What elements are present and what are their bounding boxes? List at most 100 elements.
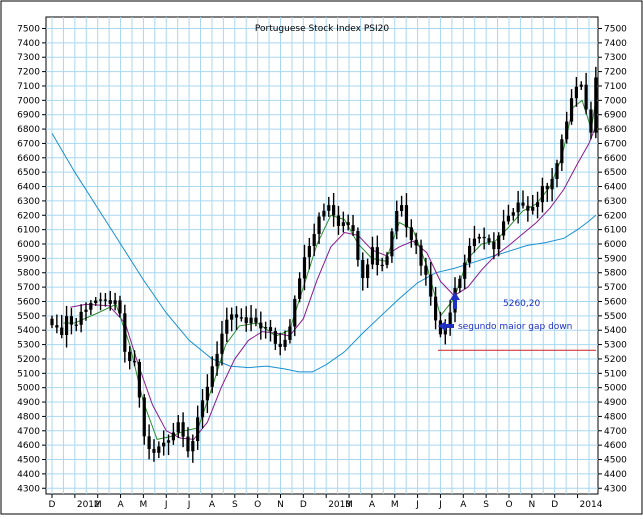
y-tick-label: 5100 — [604, 369, 627, 379]
y-tick-label: 6700 — [604, 139, 627, 149]
y-tick-label: 6500 — [604, 168, 627, 178]
price-candle-body — [249, 317, 253, 324]
y-tick-label: 6800 — [604, 125, 627, 135]
up-arrow-icon — [450, 292, 460, 309]
price-candle-body — [50, 318, 54, 326]
price-candle-body — [531, 206, 535, 211]
y-tick-label: 6900 — [604, 111, 627, 121]
y-tick-label: 7200 — [604, 68, 627, 78]
y-tick-label: 6300 — [17, 197, 40, 207]
x-tick-label: J — [415, 500, 419, 510]
x-tick-label: 2013 — [328, 500, 351, 510]
price-candle-body — [332, 205, 336, 216]
price-candle-body — [506, 215, 511, 222]
price-candle-body — [492, 241, 496, 250]
price-candle-body — [103, 299, 108, 301]
y-tick-label: 7000 — [17, 96, 40, 106]
price-candle-body — [443, 327, 447, 335]
price-candle-body — [569, 98, 574, 122]
y-tick-label: 7100 — [17, 82, 40, 92]
price-candle-body — [176, 422, 180, 433]
x-tick-label: M — [94, 500, 102, 510]
y-tick-label: 6600 — [604, 154, 627, 164]
price-candle-body — [560, 139, 564, 164]
price-candle-body — [137, 362, 142, 398]
price-candle-body — [74, 324, 78, 326]
y-tick-label: 4600 — [604, 441, 627, 451]
price-candle-body — [419, 245, 423, 266]
price-candle-body — [395, 210, 399, 232]
price-candle-body — [244, 317, 248, 324]
y-tick-label: 5800 — [604, 269, 627, 279]
price-candle-body — [409, 227, 413, 240]
price-candle-body — [404, 205, 409, 228]
x-tick-label: S — [232, 500, 238, 510]
y-tick-label: 6700 — [17, 139, 40, 149]
x-tick-label: A — [460, 500, 467, 510]
y-tick-label: 5000 — [17, 384, 40, 394]
y-tick-label: 6100 — [604, 226, 627, 236]
y-tick-label: 7300 — [604, 53, 627, 63]
y-tick-label: 5700 — [17, 283, 40, 293]
price-candle-body — [302, 257, 307, 279]
x-tick-label: M — [391, 500, 399, 510]
y-tick-label: 6400 — [17, 183, 40, 193]
y-tick-label: 5300 — [17, 341, 40, 351]
price-candle-body — [322, 210, 326, 217]
price-candle-body — [482, 236, 486, 239]
chart-title: Portuguese Stock Index PSI20 — [255, 24, 390, 34]
y-tick-label: 6200 — [17, 211, 40, 221]
y-tick-label: 6900 — [17, 111, 40, 121]
price-candle-body — [511, 212, 515, 216]
x-tick-label: A — [369, 500, 376, 510]
price-candle-body — [268, 327, 273, 332]
y-tick-label: 4900 — [604, 398, 627, 408]
price-candle-body — [545, 185, 549, 190]
price-candle-body — [594, 77, 598, 133]
price-candle-body — [186, 436, 190, 452]
price-candle-body — [565, 121, 569, 140]
y-tick-label: 7000 — [604, 96, 627, 106]
x-tick-label: D — [300, 500, 307, 510]
price-candle-body — [535, 202, 540, 207]
price-candle-body — [254, 317, 258, 323]
price-candle-body — [366, 264, 370, 279]
y-tick-label: 5400 — [17, 326, 40, 336]
y-tick-label: 6000 — [17, 240, 40, 250]
price-candle-body — [200, 400, 205, 418]
y-tick-label: 5100 — [17, 369, 40, 379]
price-candle-body — [234, 314, 239, 318]
price-candle-body — [196, 417, 200, 442]
price-candles — [50, 66, 598, 463]
price-candle-body — [191, 441, 195, 452]
price-candle-body — [181, 422, 185, 437]
price-candle-body — [361, 259, 365, 279]
y-tick-label: 4400 — [17, 470, 40, 480]
y-tick-label: 7400 — [604, 39, 627, 49]
x-tick-label: J — [164, 500, 168, 510]
price-candle-body — [239, 317, 243, 319]
y-tick-label: 4600 — [17, 441, 40, 451]
y-tick-label: 5400 — [604, 326, 627, 336]
price-candle-body — [98, 299, 103, 301]
x-tick-label: J — [187, 500, 191, 510]
price-candle-body — [123, 313, 127, 352]
price-candle-body — [327, 205, 331, 211]
price-candle-body — [317, 216, 321, 235]
y-tick-label: 4500 — [604, 456, 627, 466]
y-tick-label: 6100 — [17, 226, 40, 236]
price-candle-body — [356, 231, 360, 260]
y-tick-label: 6400 — [604, 183, 627, 193]
gap-value-label: 5260,20 — [503, 299, 540, 309]
price-candle-body — [550, 178, 554, 190]
y-tick-label: 5900 — [17, 254, 40, 264]
price-candle-body — [79, 311, 83, 325]
price-candle-body — [259, 322, 263, 329]
y-tick-label: 7500 — [604, 24, 627, 34]
price-candle-body — [55, 325, 59, 328]
y-tick-label: 4300 — [604, 484, 627, 494]
y-tick-label: 7300 — [17, 53, 40, 63]
